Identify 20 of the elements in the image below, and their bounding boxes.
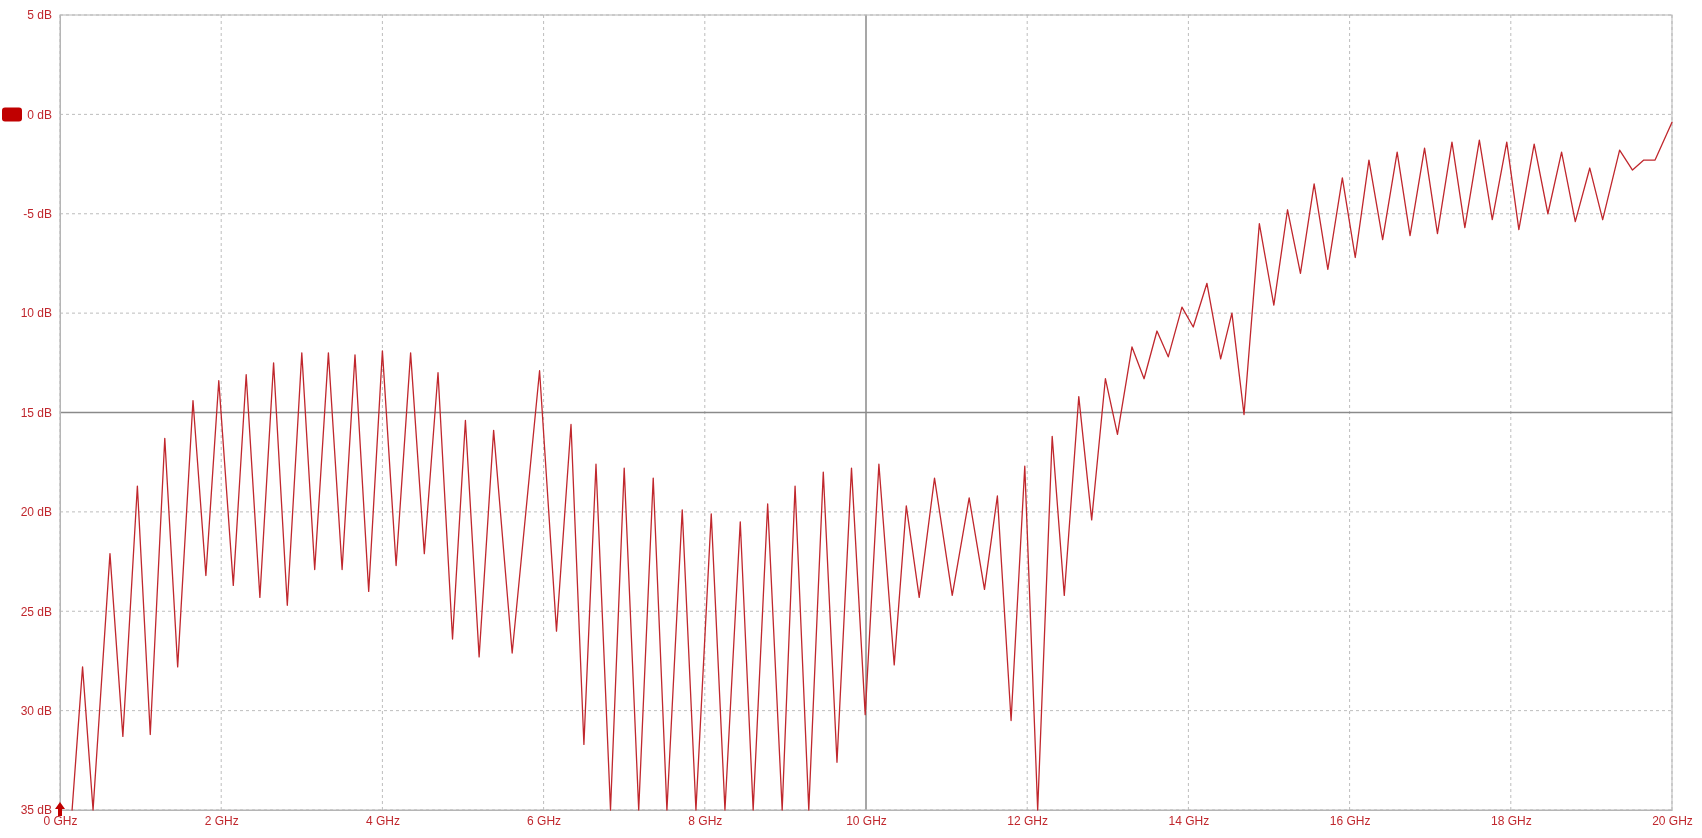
x-tick-label: 12 GHz — [1007, 813, 1049, 828]
x-tick-label: 0 GHz — [43, 813, 78, 828]
x-tick-label: 4 GHz — [365, 813, 400, 828]
x-tick-label: 10 GHz — [846, 813, 887, 828]
y-tick-label: 5 dB — [27, 8, 52, 23]
line-series — [71, 121, 1673, 811]
y-tick-label: 0 dB — [27, 107, 52, 122]
y-tick-label: 10 dB — [20, 306, 52, 321]
y-tick-label: 30 dB — [20, 703, 52, 718]
y-tick-label: -5 dB — [23, 207, 52, 222]
x-tick-label: 6 GHz — [527, 813, 562, 828]
x-tick-label: 18 GHz — [1490, 813, 1532, 828]
y-tick-label: 15 dB — [20, 405, 52, 420]
x-tick-label: 14 GHz — [1168, 813, 1210, 828]
x-tick-label: 8 GHz — [688, 813, 723, 828]
x-tick-label: 2 GHz — [204, 813, 239, 828]
x-tick-label: 20 GHz — [1652, 813, 1693, 828]
y-tick-label: 20 dB — [20, 505, 52, 520]
y-tick-label: 25 dB — [20, 604, 52, 619]
x-tick-label: 16 GHz — [1329, 813, 1371, 828]
